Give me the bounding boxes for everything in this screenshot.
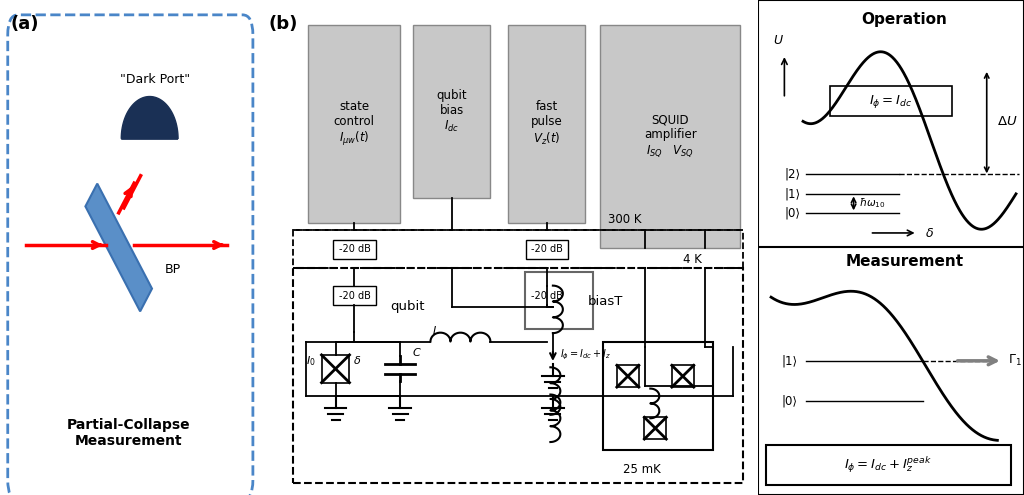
FancyBboxPatch shape xyxy=(333,240,376,258)
Text: $I_{\phi}=I_{dc}+I_z$: $I_{\phi}=I_{dc}+I_z$ xyxy=(560,348,611,362)
Text: SQUID
amplifier
$I_{SQ}$   $V_{SQ}$: SQUID amplifier $I_{SQ}$ $V_{SQ}$ xyxy=(644,113,696,159)
Text: -20 dB: -20 dB xyxy=(339,244,371,254)
Text: U: U xyxy=(774,34,783,48)
Bar xyxy=(616,365,639,387)
Text: |1⟩: |1⟩ xyxy=(781,354,798,367)
Text: $\delta$: $\delta$ xyxy=(926,227,935,240)
Text: |0⟩: |0⟩ xyxy=(784,207,801,220)
FancyBboxPatch shape xyxy=(333,286,376,305)
Polygon shape xyxy=(121,97,178,139)
Text: C: C xyxy=(413,348,421,358)
Bar xyxy=(644,417,667,439)
Text: (a): (a) xyxy=(10,15,39,33)
Text: 300 K: 300 K xyxy=(608,213,641,226)
FancyBboxPatch shape xyxy=(758,0,1024,247)
Text: Operation: Operation xyxy=(861,12,947,27)
Text: state
control
$I_{\mu w}(t)$: state control $I_{\mu w}(t)$ xyxy=(334,99,375,148)
Text: -20 dB: -20 dB xyxy=(531,291,563,300)
Text: $\hbar\omega_{10}$: $\hbar\omega_{10}$ xyxy=(859,197,886,210)
Text: Partial-Collapse
Measurement: Partial-Collapse Measurement xyxy=(68,418,190,448)
Text: |0⟩: |0⟩ xyxy=(781,394,798,407)
Text: -20 dB: -20 dB xyxy=(339,291,371,300)
Text: 4 K: 4 K xyxy=(683,253,701,266)
FancyBboxPatch shape xyxy=(829,86,952,116)
Text: -20 dB: -20 dB xyxy=(531,244,563,254)
FancyBboxPatch shape xyxy=(413,25,490,198)
FancyBboxPatch shape xyxy=(525,272,593,329)
FancyBboxPatch shape xyxy=(508,25,586,223)
Text: qubit
bias
$I_{dc}$: qubit bias $I_{dc}$ xyxy=(436,89,467,134)
Text: 25 mK: 25 mK xyxy=(623,463,660,476)
Text: $I_0$: $I_0$ xyxy=(305,354,315,368)
Text: Measurement: Measurement xyxy=(845,254,964,269)
Text: biasT: biasT xyxy=(588,296,623,308)
Text: qubit: qubit xyxy=(391,300,425,313)
FancyBboxPatch shape xyxy=(308,25,400,223)
FancyBboxPatch shape xyxy=(766,446,1011,485)
Bar xyxy=(672,365,694,387)
Text: L: L xyxy=(433,326,439,336)
Text: (b): (b) xyxy=(268,15,297,33)
Text: $I_{\phi}= I_{dc}$: $I_{\phi}= I_{dc}$ xyxy=(869,93,912,109)
Text: fast
pulse
$V_z(t)$: fast pulse $V_z(t)$ xyxy=(530,100,562,147)
Bar xyxy=(322,355,349,383)
Text: $\delta$: $\delta$ xyxy=(353,354,361,366)
FancyBboxPatch shape xyxy=(525,286,568,305)
FancyBboxPatch shape xyxy=(758,247,1024,495)
FancyBboxPatch shape xyxy=(525,240,568,258)
Bar xyxy=(85,184,152,311)
FancyBboxPatch shape xyxy=(600,25,740,248)
Text: $\Gamma_1$: $\Gamma_1$ xyxy=(1008,353,1022,368)
Text: $\Delta U$: $\Delta U$ xyxy=(997,115,1018,128)
Text: |1⟩: |1⟩ xyxy=(784,187,801,200)
Text: |2⟩: |2⟩ xyxy=(784,167,801,180)
Text: $I_{\phi}= I_{dc}+I_z^{peak}$: $I_{\phi}= I_{dc}+I_z^{peak}$ xyxy=(845,455,932,475)
Text: "Dark Port": "Dark Port" xyxy=(120,73,189,86)
Text: BP: BP xyxy=(165,263,181,276)
